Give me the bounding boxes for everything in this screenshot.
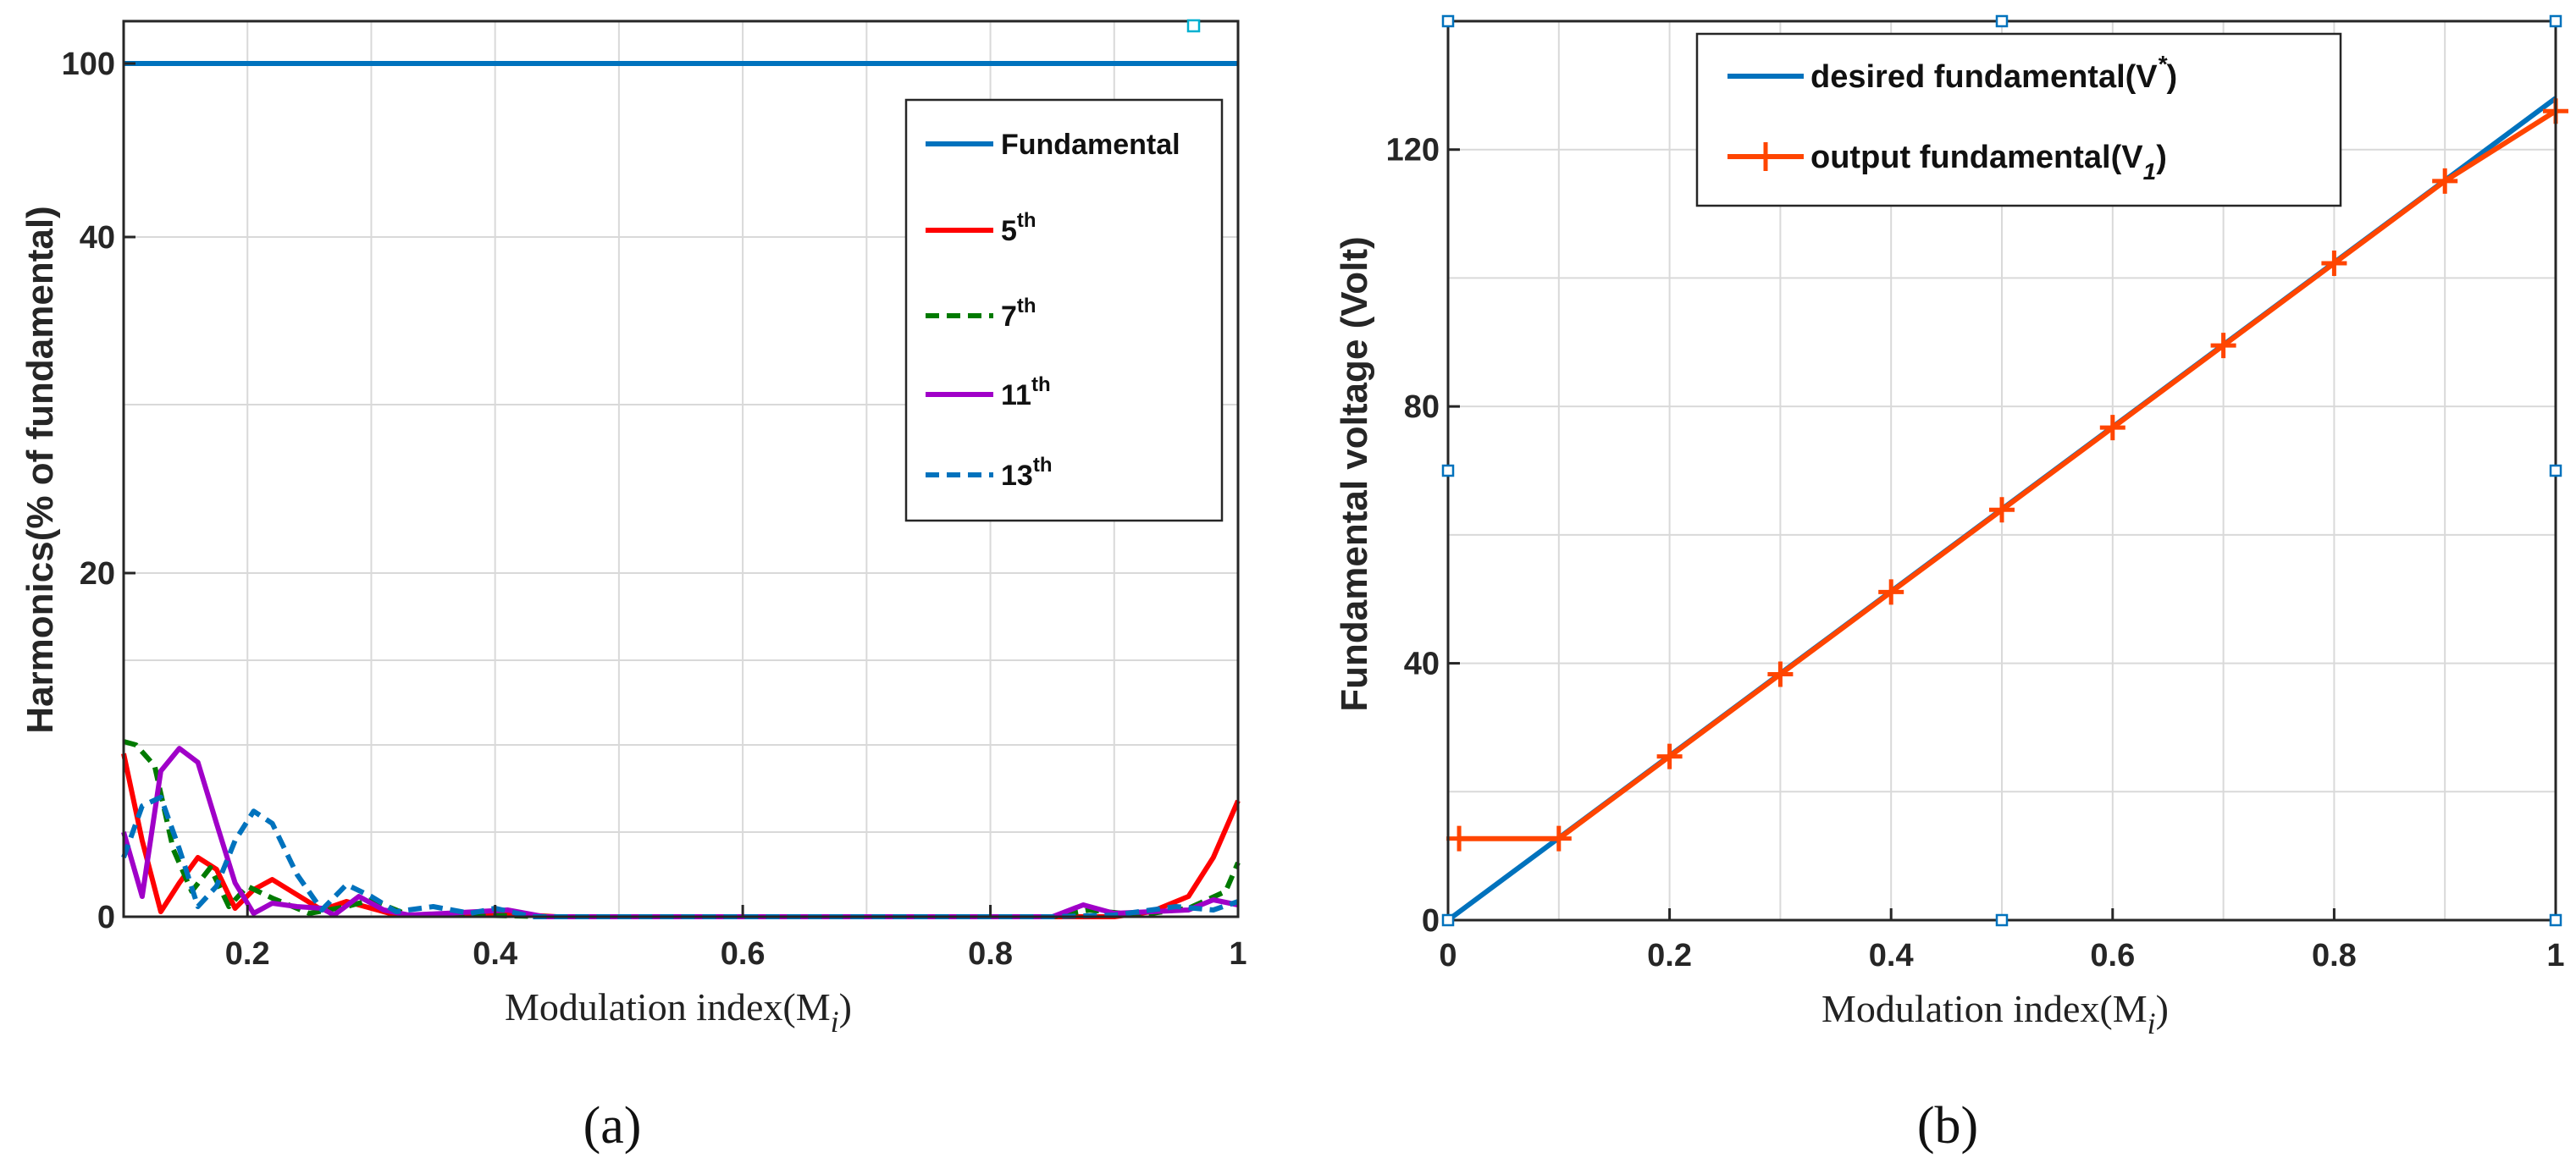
panel-a-y-axis-label: Harmonics(% of fundamental) — [19, 206, 61, 733]
legend-label-fundamental: Fundamental — [1001, 129, 1180, 161]
panel-a-datatip-marker — [1186, 19, 1201, 33]
panel-b-edit-handle-6 — [1995, 913, 2009, 927]
panel-a-xtick-label-3: 0.8 — [968, 936, 1013, 972]
legend-label-desired: desired fundamental(V*) — [1810, 51, 2177, 95]
legend-item-desired: desired fundamental(V*) — [1727, 51, 2177, 95]
panel-b-output-marker-6 — [2099, 415, 2125, 441]
legend-item-output: output fundamental(V1) — [1727, 140, 2167, 185]
panel-b-edit-handle-5 — [1441, 913, 1455, 927]
panel-a-ytick-label-0: 0 — [97, 900, 115, 935]
legend-label-13th: 13th — [1001, 454, 1052, 492]
panel-b-edit-handle-4 — [2549, 464, 2562, 477]
panel-b-ytick-label-2: 80 — [1404, 389, 1440, 425]
panel-b-output-marker-7 — [2210, 333, 2236, 359]
panel-b-output-marker-3 — [1767, 661, 1794, 687]
panel-b-output-marker-2 — [1656, 743, 1683, 769]
panel-b-legend: desired fundamental(V*) output fundament… — [1695, 32, 2342, 207]
panel-b-output-marker-0 — [1446, 825, 1473, 852]
panel-a-ytick-label-1: 20 — [80, 556, 115, 592]
panel-b-edit-handle-1 — [1995, 14, 2009, 28]
panel-b-label: (b) — [1917, 1097, 1978, 1155]
panel-b-xtick-label-2: 0.4 — [1869, 938, 1914, 973]
panel-b-output-marker-1 — [1545, 825, 1572, 852]
panel-a-xtick-label-1: 0.4 — [473, 936, 517, 972]
legend-item-fundamental: Fundamental — [926, 129, 1180, 161]
panel-b-output-marker-4 — [1878, 579, 1904, 605]
panel-b-output-marker-5 — [1989, 497, 2015, 523]
panel-b-edit-handle-3 — [1441, 464, 1455, 477]
panel-a-xtick-label-4: 1 — [1229, 936, 1247, 972]
legend-item-11th: 11th — [926, 373, 1051, 411]
panel-b-y-axis-label: Fundamental voltage (Volt) — [1334, 236, 1375, 711]
panel-b-ytick-label-0: 0 — [1422, 903, 1440, 939]
panel-a-chart: 0.2 0.4 0.6 0.8 1 0 20 40 100 Harmonics(% of fun… — [19, 19, 1247, 1155]
panel-b-legend-box — [1695, 32, 2342, 207]
panel-b-edit-handle-7 — [2549, 913, 2562, 927]
panel-b-xtick-label-0: 0 — [1439, 938, 1457, 973]
legend-item-13th: 13th — [926, 454, 1052, 492]
panel-a-axes-box — [122, 19, 1240, 918]
panel-b-x-axis-label: Modulation index(Mi) — [1821, 987, 2169, 1040]
panel-a-legend: Fundamental 5th 7th 11th 13th — [904, 98, 1224, 522]
panel-a-ytick-label-2: 40 — [80, 220, 115, 256]
panel-b-edit-handles — [1441, 14, 2562, 927]
legend-label-11th: 11th — [1001, 373, 1051, 411]
legend-label-7th: 7th — [1001, 295, 1036, 333]
panel-a-legend-box — [904, 98, 1224, 522]
panel-b-ticks: 0 0.2 0.4 0.6 0.8 1 0 40 80 120 — [1386, 133, 2565, 973]
panel-b-xtick-label-3: 0.6 — [2090, 938, 2135, 973]
panel-a-ytick-label-3: 100 — [62, 47, 115, 82]
panel-b-xtick-label-1: 0.2 — [1647, 938, 1692, 973]
panel-a-ticks: 0.2 0.4 0.6 0.8 1 0 20 40 100 — [62, 47, 1247, 972]
panel-a-xtick-label-2: 0.6 — [721, 936, 766, 972]
panel-b-edit-handle-2 — [2549, 14, 2562, 28]
panel-b-xtick-label-4: 0.8 — [2312, 938, 2357, 973]
legend-label-5th: 5th — [1001, 209, 1036, 247]
panel-a-label: (a) — [583, 1097, 642, 1155]
panel-b-edit-handle-0 — [1441, 14, 1455, 28]
panel-b-output-marker-8 — [2321, 250, 2347, 276]
panel-a-x-axis-label: Modulation index(Mi) — [505, 985, 852, 1039]
panel-b-ytick-label-1: 40 — [1404, 647, 1440, 682]
legend-item-7th: 7th — [926, 295, 1036, 333]
panel-b-chart: 0 0.2 0.4 0.6 0.8 1 0 40 80 120 Fundamental volta… — [1334, 14, 2568, 1155]
legend-label-output: output fundamental(V1) — [1810, 140, 2167, 185]
panel-a-xtick-label-0: 0.2 — [225, 936, 270, 972]
panel-b-xtick-label-5: 1 — [2546, 938, 2564, 973]
legend-item-5th: 5th — [926, 209, 1036, 247]
panel-b-ytick-label-3: 120 — [1386, 133, 1440, 168]
panel-b-output-marker-9 — [2432, 168, 2458, 194]
